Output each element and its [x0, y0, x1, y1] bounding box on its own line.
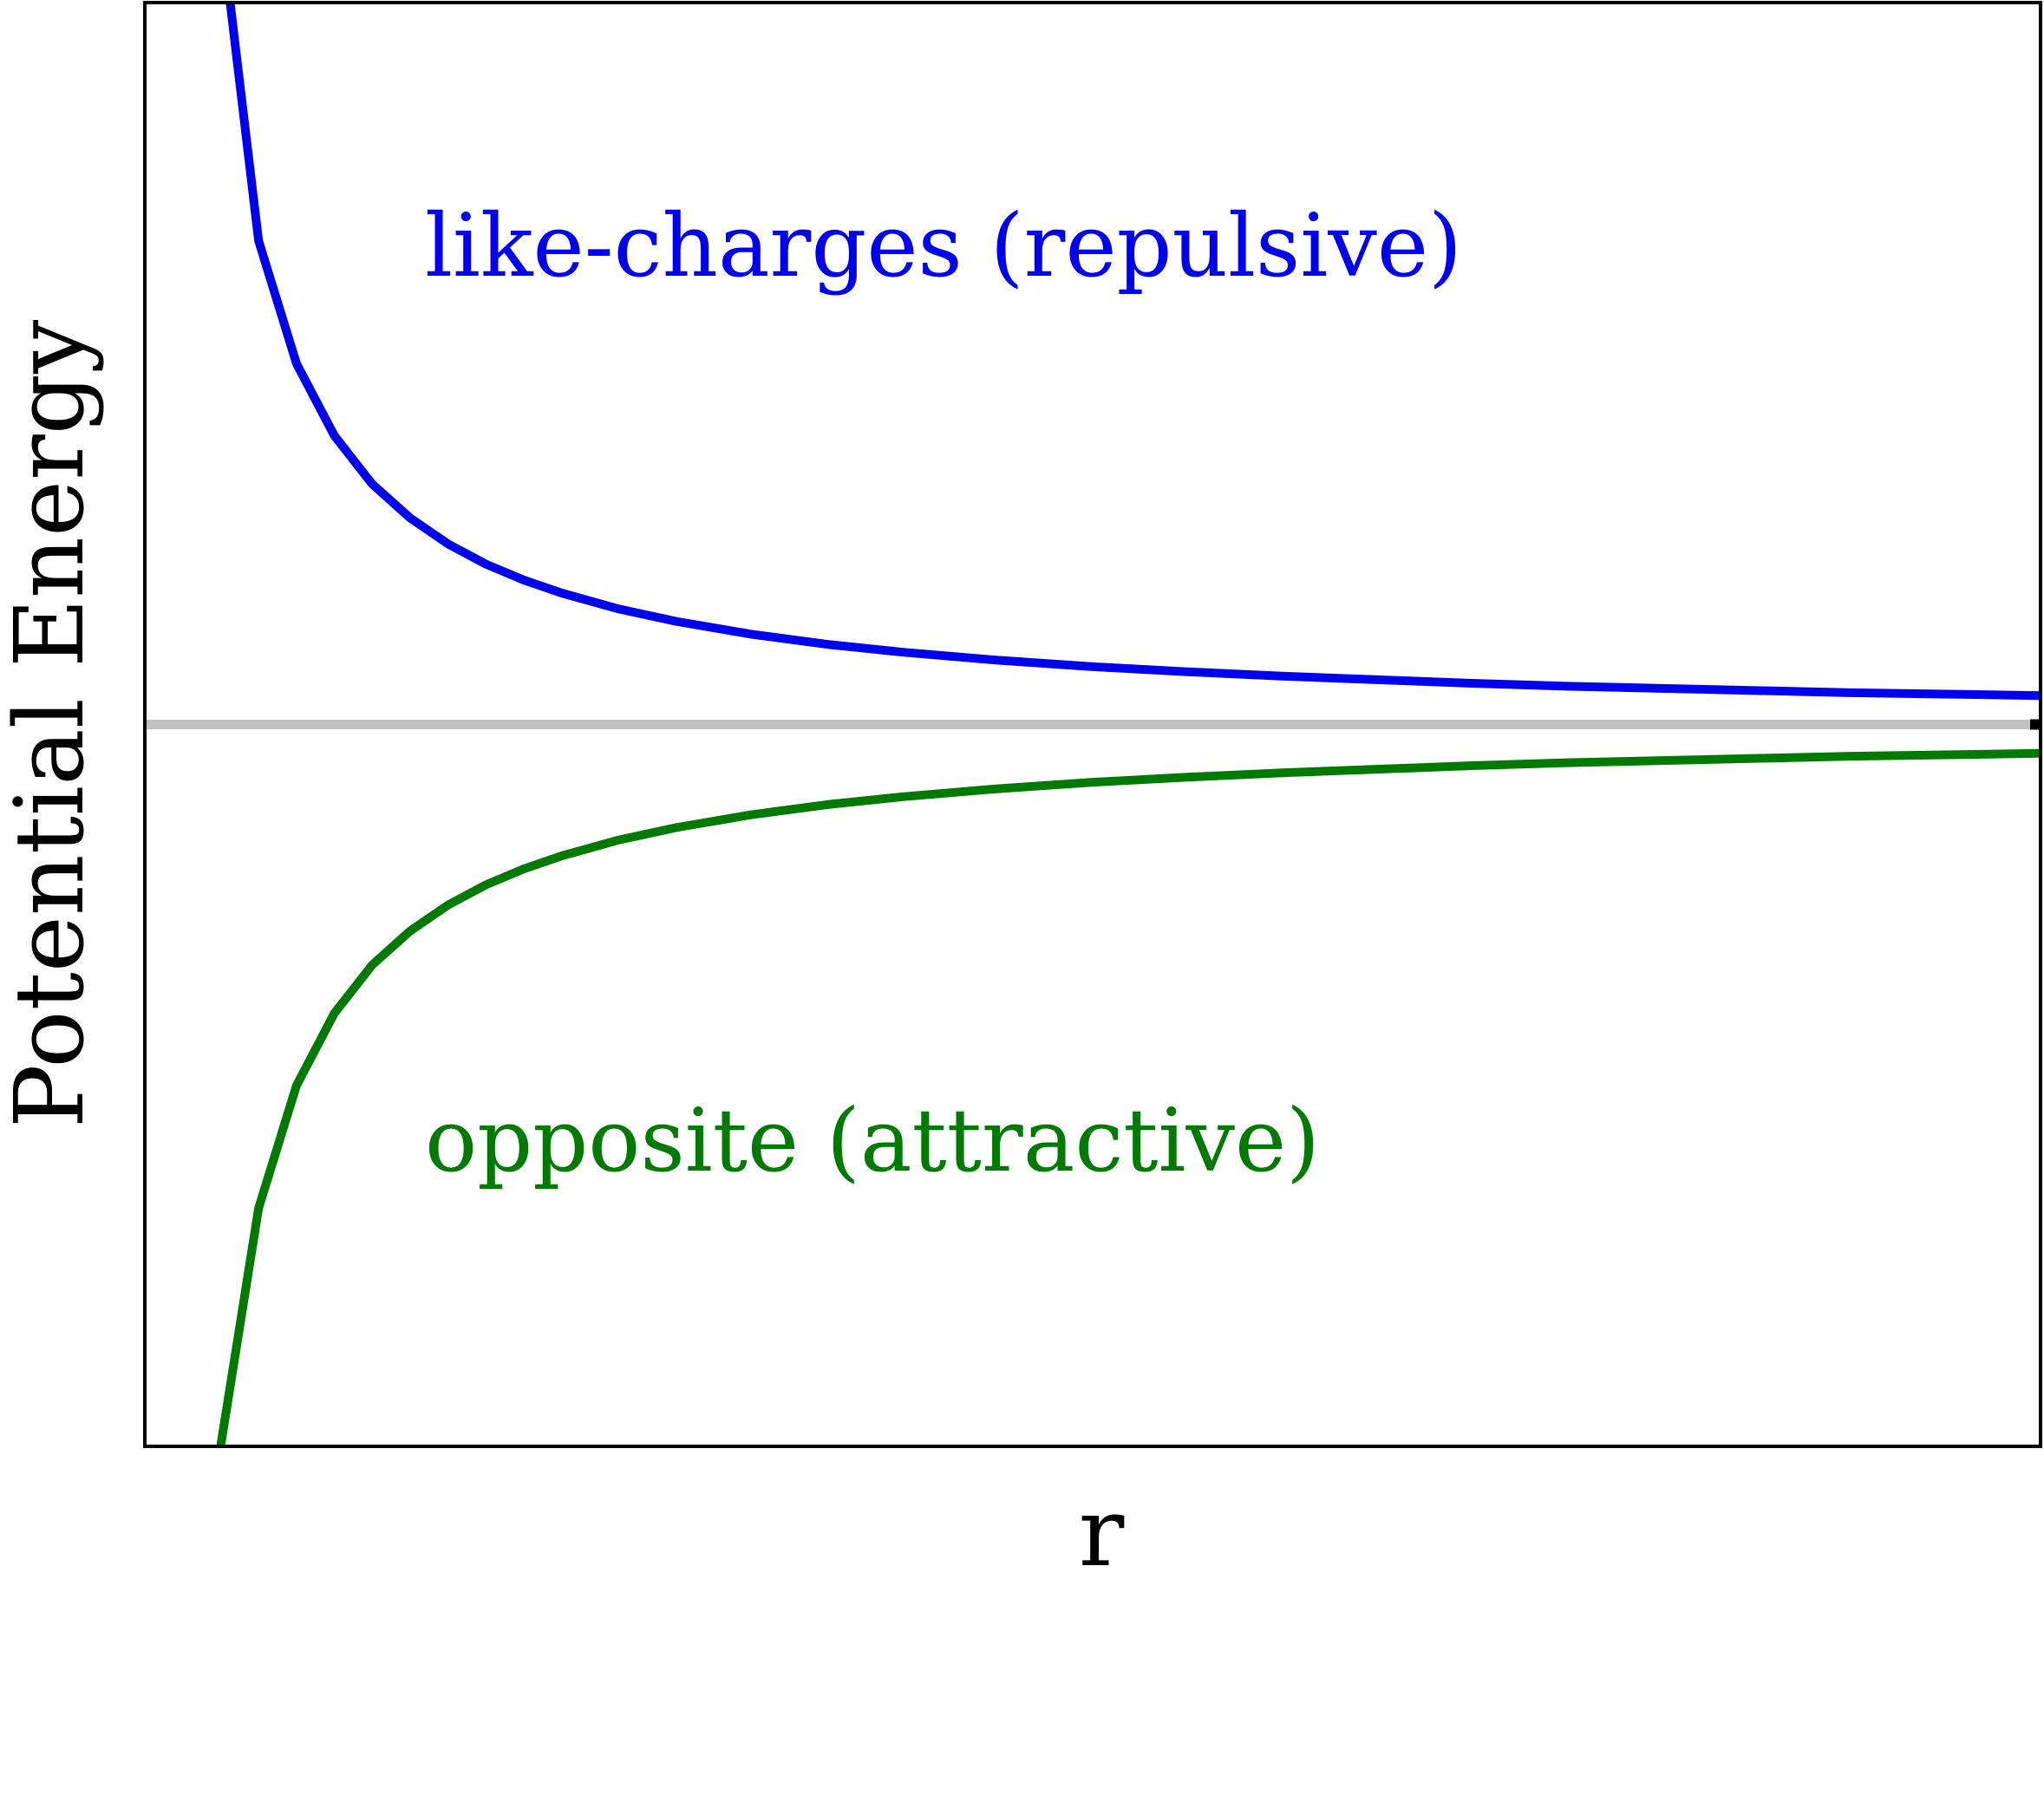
series-label-opposite: opposite (attractive) [425, 1090, 1320, 1191]
plot-frame [143, 1, 2042, 1448]
y-axis-label: Potential Energy [0, 320, 105, 1128]
series-label-like-charges: like-charges (repulsive) [425, 195, 1462, 297]
x-axis-label: r [1079, 1477, 1125, 1588]
series-layer [145, 3, 2041, 1446]
series-line-0 [225, 3, 2041, 701]
series-line-1 [216, 748, 2041, 1446]
